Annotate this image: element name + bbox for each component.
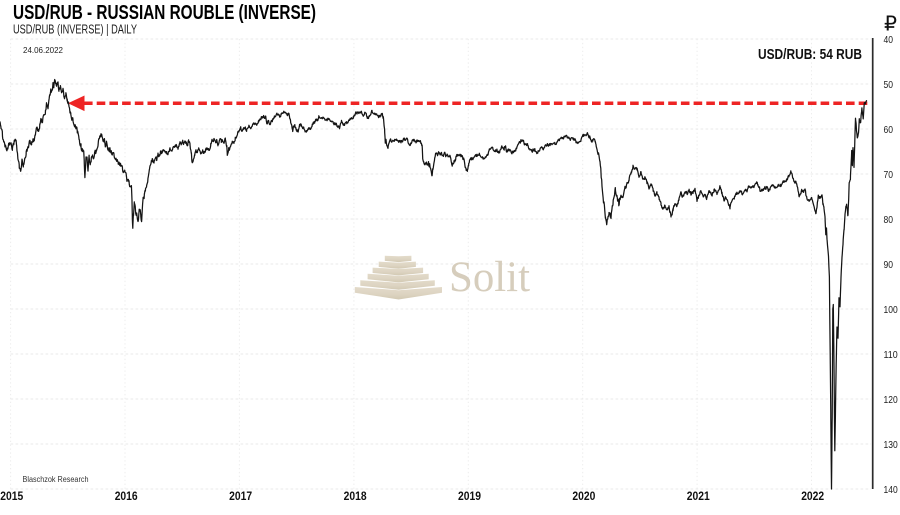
svg-text:40: 40 (884, 34, 894, 46)
svg-text:110: 110 (884, 349, 898, 361)
svg-text:140: 140 (884, 484, 898, 496)
svg-text:2019: 2019 (458, 491, 481, 503)
svg-text:60: 60 (884, 124, 894, 136)
svg-text:Solit: Solit (449, 254, 530, 301)
svg-text:2017: 2017 (229, 491, 252, 503)
svg-text:2022: 2022 (801, 491, 824, 503)
svg-text:70: 70 (884, 169, 894, 181)
svg-text:USD/RUB: 54 RUB: USD/RUB: 54 RUB (758, 47, 862, 63)
svg-text:USD/RUB (INVERSE) | DAILY: USD/RUB (INVERSE) | DAILY (13, 23, 137, 37)
svg-text:2018: 2018 (344, 491, 368, 503)
svg-text:130: 130 (884, 439, 898, 451)
svg-text:USD/RUB - RUSSIAN ROUBLE (INVE: USD/RUB - RUSSIAN ROUBLE (INVERSE) (13, 2, 316, 24)
svg-text:2016: 2016 (115, 491, 138, 503)
svg-text:Blaschzok Research: Blaschzok Research (23, 475, 89, 484)
svg-text:80: 80 (884, 214, 894, 226)
svg-text:24.06.2022: 24.06.2022 (23, 45, 63, 55)
svg-text:90: 90 (884, 259, 894, 271)
svg-text:2020: 2020 (572, 491, 595, 503)
svg-text:100: 100 (884, 304, 898, 316)
svg-text:120: 120 (884, 394, 898, 406)
svg-text:2021: 2021 (687, 491, 711, 503)
svg-text:50: 50 (884, 79, 894, 91)
svg-text:2015: 2015 (0, 491, 24, 503)
svg-text:₽: ₽ (884, 13, 897, 36)
